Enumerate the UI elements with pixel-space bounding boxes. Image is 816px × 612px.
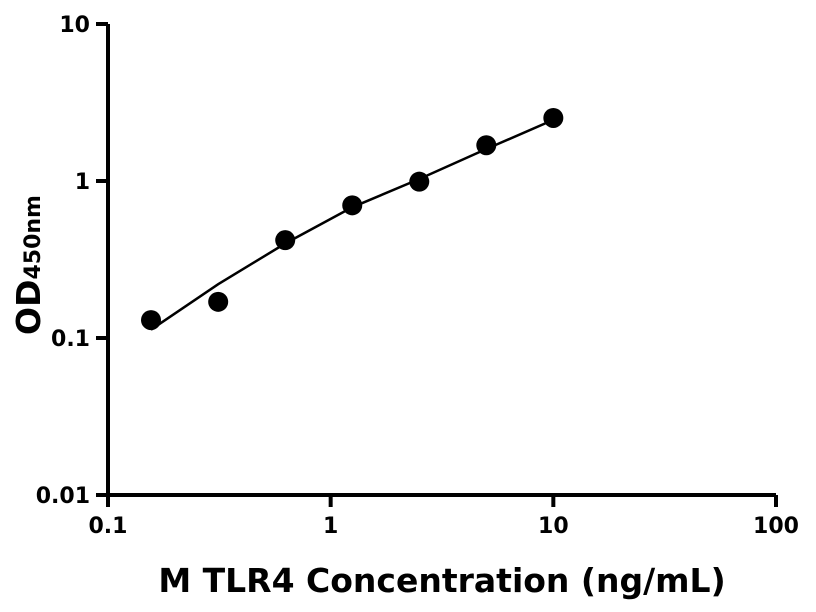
x-axis-label: M TLR4 Concentration (ng/mL)	[158, 561, 725, 600]
x-tick-label: 10	[538, 514, 569, 539]
x-tick-label: 1	[323, 514, 338, 539]
y-tick-label: 1	[75, 170, 90, 195]
y-tick-label: 10	[59, 13, 90, 38]
x-tick-label: 100	[753, 514, 799, 539]
y-axis-label-main: OD	[9, 280, 48, 335]
data-point	[543, 107, 564, 128]
y-tick-label: 0.01	[36, 484, 90, 509]
x-tick-label: 0.1	[89, 514, 128, 539]
data-point	[342, 195, 363, 216]
data-point	[275, 230, 296, 251]
y-axis-label-subscript: 450nm	[21, 195, 46, 280]
y-axis-label: OD450nm	[9, 195, 48, 335]
axes: 0.1 1 10 100 0.01 0.1 1 10	[36, 13, 799, 539]
data-point	[409, 171, 430, 192]
data-points	[141, 107, 564, 331]
data-point	[208, 291, 229, 312]
data-point	[476, 135, 497, 156]
y-tick-label: 0.1	[51, 327, 90, 352]
data-point	[141, 310, 162, 331]
